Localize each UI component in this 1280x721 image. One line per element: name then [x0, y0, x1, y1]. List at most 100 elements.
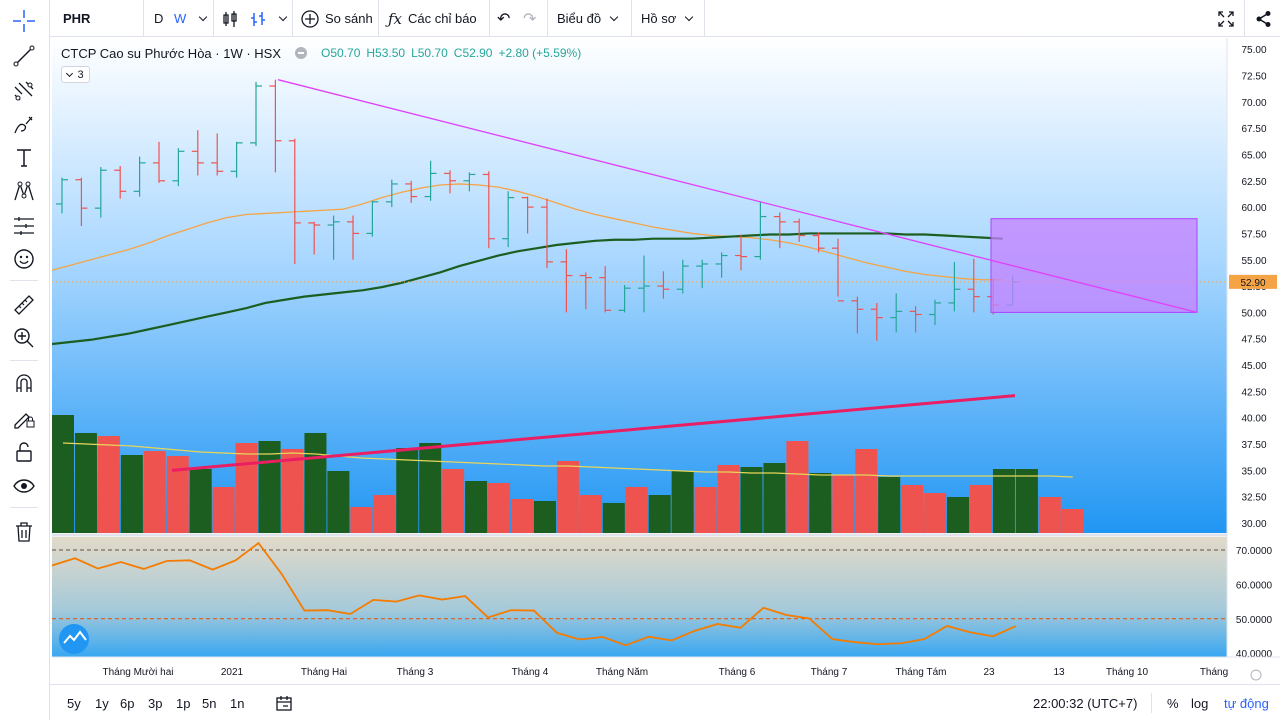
toolbar-divider	[1244, 0, 1245, 37]
indicators-toggle[interactable]: 3	[61, 66, 90, 83]
clock[interactable]: 22:00:32 (UTC+7)	[1033, 695, 1138, 711]
toolbar-divider	[489, 0, 490, 37]
interval-w-button[interactable]: W	[174, 11, 187, 26]
chart-menu-button[interactable]: Biểu đồ	[557, 0, 619, 37]
range-6m[interactable]: 6p	[120, 695, 135, 711]
volume-bar	[763, 463, 786, 533]
toolbar-divider	[213, 0, 214, 37]
toolbar-divider	[10, 360, 38, 361]
share-button[interactable]	[1255, 0, 1273, 37]
rectangle-drawing	[990, 218, 1198, 313]
volume-bar	[120, 455, 143, 533]
volume-bar	[694, 487, 717, 533]
measure-icon	[14, 217, 34, 235]
volume-bar	[786, 441, 809, 533]
range-3m[interactable]: 3p	[148, 695, 163, 711]
volume-bar	[832, 475, 855, 533]
indicator-count: 3	[77, 68, 84, 81]
last-price-label: 52.90	[1240, 278, 1265, 289]
profile-menu-label: Hồ sơ	[641, 11, 677, 26]
chart-area[interactable]: 75.00 72.50 70.00 67.50 65.00 62.50 60.00 57.50…	[51, 38, 1280, 683]
thick-trendline-drawing	[171, 394, 1016, 472]
undo-button[interactable]: ↶	[497, 0, 510, 37]
volume-bar	[465, 481, 488, 533]
price-tick-label: 55.00	[1241, 256, 1266, 267]
compare-button[interactable]: So sánh	[300, 0, 373, 37]
volume-bar	[166, 456, 189, 533]
price-tick-label: 67.50	[1241, 124, 1266, 135]
volume-series	[52, 415, 1084, 533]
goto-date-button[interactable]	[275, 685, 293, 721]
symbol-search[interactable]: PHR	[63, 11, 91, 26]
trendline-tool[interactable]	[8, 42, 40, 70]
legend-title[interactable]: CTCP Cao su Phước Hòa · 1W · HSX	[61, 45, 281, 61]
logo-icon	[63, 630, 87, 644]
fullscreen-button[interactable]	[1217, 0, 1235, 37]
range-1y[interactable]: 1y	[95, 695, 109, 711]
bar-type-button[interactable]	[249, 0, 267, 37]
chart-type-dropdown[interactable]	[272, 0, 288, 37]
percent-toggle[interactable]: %	[1167, 695, 1179, 711]
trendline-icon	[13, 45, 35, 67]
settings-gear[interactable]	[1250, 669, 1262, 681]
log-toggle[interactable]: log	[1191, 695, 1209, 711]
fib-tool[interactable]	[8, 77, 40, 105]
range-1d[interactable]: 1n	[230, 695, 245, 711]
drawings[interactable]	[171, 79, 1198, 472]
zoom-tool[interactable]	[8, 324, 40, 352]
volume-bar	[327, 471, 350, 533]
ma-green-line	[51, 232, 1003, 346]
bars-icon	[251, 11, 265, 26]
auto-toggle[interactable]: tự động	[1224, 695, 1269, 711]
rsi-tick-label: 50.0000	[1236, 615, 1273, 626]
interval-d-button[interactable]: D	[154, 11, 164, 26]
gear-icon	[1250, 669, 1262, 681]
lock-tool[interactable]	[8, 438, 40, 466]
time-tick-label: Tháng Năm	[596, 667, 648, 678]
drawing-toolbar	[0, 0, 50, 720]
ma-orange-line	[51, 183, 1003, 281]
range-1m[interactable]: 1p	[176, 695, 191, 711]
measure-tool[interactable]	[8, 212, 40, 240]
volume-bar	[947, 497, 970, 533]
toolbar-divider	[378, 0, 379, 37]
interval-dropdown[interactable]	[192, 0, 208, 37]
pattern-tool[interactable]	[8, 178, 40, 206]
visibility-tool[interactable]	[8, 472, 40, 500]
text-tool[interactable]	[8, 144, 40, 172]
volume-bar	[1015, 469, 1038, 533]
range-5y[interactable]: 5y	[67, 695, 81, 711]
chart-canvas[interactable]: 75.00 72.50 70.00 67.50 65.00 62.50 60.00 57.50…	[51, 38, 1280, 683]
emoji-tool[interactable]	[8, 245, 40, 273]
profile-menu-button[interactable]: Hồ sơ	[641, 0, 694, 37]
range-5d[interactable]: 5n	[202, 695, 217, 711]
chevron-down-icon	[198, 12, 208, 21]
volume-bar	[924, 493, 947, 533]
lock-drawings-tool[interactable]	[8, 404, 40, 432]
price-axis[interactable]: 75.00 72.50 70.00 67.50 65.00 62.50 60.00 57.50…	[1229, 45, 1277, 660]
volume-bar	[235, 443, 258, 533]
volume-bar	[52, 415, 74, 533]
indicators-button[interactable]: ƒx Các chỉ báo	[388, 0, 477, 37]
time-tick-label: 13	[1053, 667, 1065, 678]
lock-icon	[16, 442, 32, 462]
ruler-tool[interactable]	[8, 291, 40, 319]
last-price-badge	[1229, 274, 1277, 289]
volume-bar	[74, 433, 97, 533]
time-axis[interactable]: Tháng Mười hai 2021 Tháng Hai Tháng 3 Tháng …	[102, 667, 1228, 678]
magnet-tool[interactable]	[8, 370, 40, 398]
crosshair-icon	[13, 10, 35, 32]
bar-style-button[interactable]	[221, 0, 239, 37]
collapse-icon[interactable]	[295, 47, 307, 59]
price-tick-label: 60.00	[1241, 203, 1266, 214]
watermark-logo[interactable]	[59, 624, 89, 654]
brush-tool[interactable]	[8, 111, 40, 139]
price-tick-label: 30.00	[1241, 519, 1266, 530]
remove-drawings-tool[interactable]	[8, 518, 40, 546]
share-icon	[1256, 10, 1271, 27]
crosshair-tool[interactable]	[8, 7, 40, 35]
toolbar-divider	[10, 280, 38, 281]
volume-bar	[396, 448, 419, 533]
magnet-icon	[16, 374, 32, 392]
redo-button[interactable]: ↷	[523, 0, 536, 37]
